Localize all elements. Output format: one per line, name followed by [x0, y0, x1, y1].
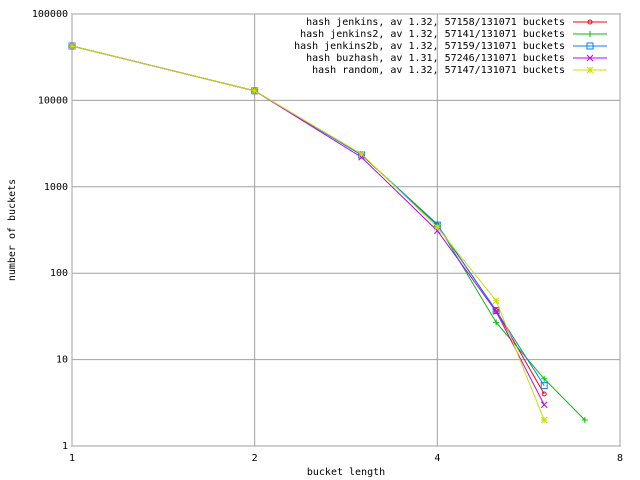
point [540, 382, 548, 390]
point [541, 391, 547, 397]
y-axis-label: number of buckets [7, 179, 18, 281]
point [433, 223, 441, 231]
legend-marker [586, 54, 594, 62]
legend-label: hash random, av 1.32, 57147/131071 bucke… [312, 65, 565, 76]
series-line [71, 45, 545, 395]
point [492, 308, 500, 315]
x-tick-label: 1 [69, 453, 75, 464]
point [492, 307, 500, 315]
y-tick-label: 10 [56, 355, 68, 366]
legend-label: hash jenkins2b, av 1.32, 57159/131071 bu… [294, 41, 565, 52]
y-tick-label: 1 [62, 441, 68, 452]
point [541, 375, 548, 382]
legend-marker [586, 42, 594, 50]
point [540, 401, 548, 409]
series-line [71, 45, 545, 406]
point [492, 297, 500, 305]
series-line [71, 45, 545, 386]
y-tick-label: 1000 [44, 182, 68, 193]
legend-marker [586, 66, 594, 74]
point [68, 42, 76, 50]
x-axis-label: bucket length [307, 467, 385, 478]
x-tick-label: 2 [252, 453, 258, 464]
legend-marker [587, 31, 593, 37]
series-line [71, 45, 586, 421]
legend-label: hash buzhash, av 1.31, 57246/131071 buck… [306, 53, 565, 64]
legend-label: hash jenkins2, av 1.32, 57141/131071 buc… [300, 29, 565, 40]
legend-label: hash jenkins, av 1.32, 57158/131071 buck… [306, 17, 565, 28]
point [540, 416, 548, 424]
y-tick-label: 100 [50, 268, 68, 279]
point [493, 319, 500, 326]
plot-frame [71, 13, 621, 447]
legend-marker [587, 19, 593, 25]
y-tick-label: 10000 [38, 95, 68, 106]
x-tick-label: 4 [434, 453, 440, 464]
y-tick-label: 100000 [32, 9, 68, 20]
series-line [71, 45, 545, 421]
point [358, 150, 365, 158]
x-tick-label: 8 [617, 453, 623, 464]
point [251, 87, 259, 95]
point [581, 416, 588, 423]
